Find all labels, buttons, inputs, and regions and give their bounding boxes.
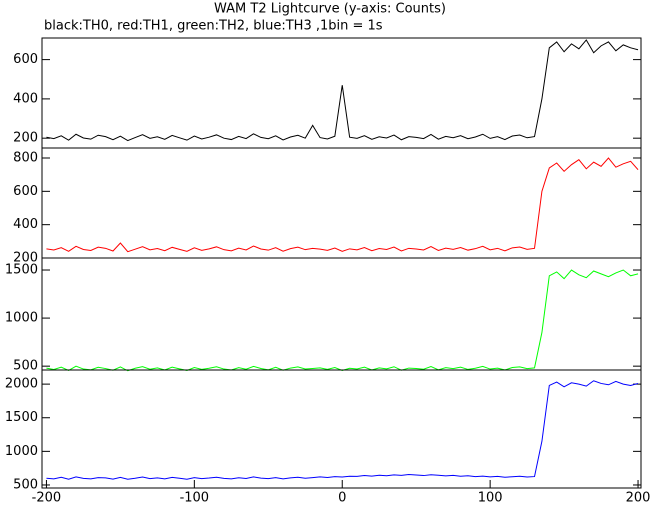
y-tick-label: 800 (13, 151, 38, 166)
y-tick-label: 2000 (5, 377, 38, 392)
y-tick-label: 200 (13, 251, 38, 266)
lightcurve-line (46, 269, 639, 372)
x-tick-label: 200 (626, 491, 651, 505)
y-tick-label: 1000 (5, 444, 38, 459)
panel-frame (41, 369, 642, 489)
x-tick-label: 100 (478, 491, 503, 505)
lightcurve-line (46, 380, 639, 480)
y-tick-label: 500 (13, 477, 38, 492)
y-tick-label: 400 (13, 217, 38, 232)
y-tick-label: 1500 (5, 410, 38, 425)
x-tick-label: -200 (32, 491, 62, 505)
panel-frame (41, 147, 642, 259)
y-tick-label: 600 (13, 184, 38, 199)
lightcurve-line (46, 157, 639, 253)
y-tick-label: 1500 (5, 263, 38, 278)
y-tick-label: 600 (13, 52, 38, 67)
y-tick-label: 400 (13, 91, 38, 106)
x-tick-label: -100 (180, 491, 210, 505)
chart-subtitle: black:TH0, red:TH1, green:TH2, blue:TH3 … (44, 19, 383, 34)
y-tick-label: 200 (13, 131, 38, 146)
y-tick-label: 1000 (5, 311, 38, 326)
chart-title: WAM T2 Lightcurve (y-axis: Counts) (214, 2, 446, 17)
lightcurve-line (46, 39, 639, 142)
y-tick-label: 500 (13, 359, 38, 374)
x-tick-label: 0 (338, 491, 346, 505)
